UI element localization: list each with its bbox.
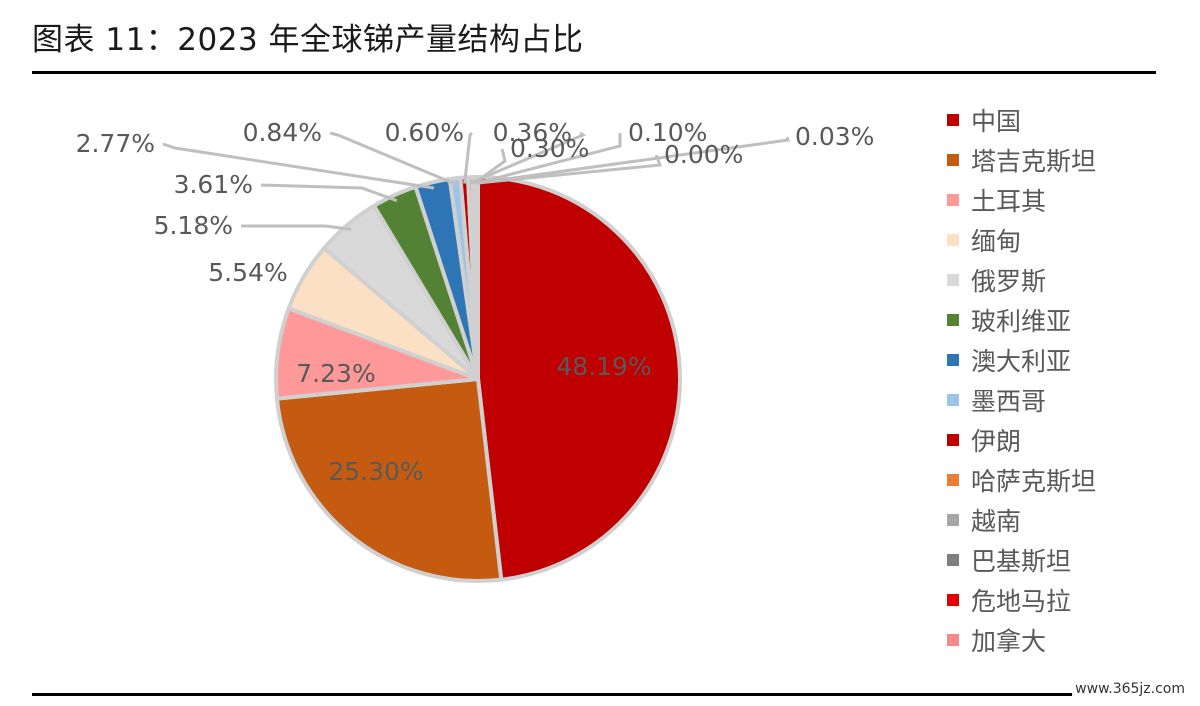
pie-chart: 48.19% 25.30% 7.23% 5.54% 5.18% 3.61% 2.77% 0.8… [76,118,875,583]
legend-swatch-11 [947,554,959,566]
data-label-2: 7.23% [296,359,375,388]
legend-item-8: 伊朗 [947,420,1096,460]
data-labels: 48.19% 25.30% 7.23% 5.54% 5.18% 3.61% 2.77% 0.8… [76,118,875,486]
leader-line-11 [476,133,622,185]
legend-item-3: 缅甸 [947,220,1096,260]
legend-swatch-13 [947,634,959,646]
bottom-rule [32,693,1156,696]
legend-label-13: 加拿大 [971,627,1047,656]
pie-slices [274,174,683,583]
legend-swatch-2 [947,194,959,206]
legend-item-2: 土耳其 [947,180,1096,220]
data-label-6: 2.77% [76,129,155,158]
data-label-10: 0.30% [510,134,589,163]
legend-label-5: 玻利维亚 [971,307,1072,336]
legend-label-2: 土耳其 [971,187,1047,216]
data-label-1: 25.30% [328,457,423,486]
legend-item-13: 加拿大 [947,620,1096,660]
legend-swatch-1 [947,154,959,166]
leader-line-13 [477,136,790,185]
legend-swatch-3 [947,234,959,246]
legend-item-4: 俄罗斯 [947,260,1096,300]
legend-item-6: 澳大利亚 [947,340,1096,380]
legend-swatch-9 [947,474,959,486]
leader-line-9 [469,131,587,185]
data-label-4: 5.18% [154,211,233,240]
legend-item-10: 越南 [947,500,1096,540]
legend-swatch-5 [947,314,959,326]
leader-line-7 [329,131,457,186]
legend-swatch-6 [947,354,959,366]
legend-swatch-10 [947,514,959,526]
legend-label-7: 墨西哥 [971,387,1047,416]
leader-line-10 [473,148,507,185]
watermark: www.365jz.com [1072,681,1188,697]
legend: 中国塔吉克斯坦土耳其缅甸俄罗斯玻利维亚澳大利亚墨西哥伊朗哈萨克斯坦越南巴基斯坦危… [947,100,1096,660]
data-label-13: 0.03% [795,122,874,151]
legend-label-10: 越南 [971,507,1022,536]
data-label-3: 5.54% [208,258,287,287]
data-label-7: 0.84% [243,118,322,147]
leader-line-6 [162,142,435,190]
leader-line-5 [260,183,398,203]
leader-line-4 [241,224,352,231]
legend-item-12: 危地马拉 [947,580,1096,620]
legend-swatch-8 [947,434,959,446]
legend-item-11: 巴基斯坦 [947,540,1096,580]
legend-item-1: 塔吉克斯坦 [947,140,1096,180]
legend-label-4: 俄罗斯 [971,267,1047,296]
legend-label-8: 伊朗 [971,427,1022,456]
top-rule [32,71,1156,74]
legend-label-0: 中国 [971,107,1022,136]
legend-item-0: 中国 [947,100,1096,140]
data-label-9: 0.36% [493,118,572,147]
legend-label-1: 塔吉克斯坦 [971,147,1097,176]
data-label-12: 0.00% [664,140,743,169]
legend-item-5: 玻利维亚 [947,300,1096,340]
chart-title: 图表 11：2023 年全球锑产量结构占比 [32,22,584,58]
legend-label-6: 澳大利亚 [971,347,1072,376]
legend-swatch-12 [947,594,959,606]
legend-swatch-0 [947,114,959,126]
data-label-5: 3.61% [174,170,253,199]
legend-item-9: 哈萨克斯坦 [947,460,1096,500]
data-label-8: 0.60% [385,118,464,147]
leader-lines [162,131,790,231]
legend-label-12: 危地马拉 [971,587,1072,616]
pie-slice-0 [476,175,683,582]
legend-item-7: 墨西哥 [947,380,1096,420]
pie-slice-1 [274,377,504,583]
legend-label-11: 巴基斯坦 [971,547,1072,576]
data-label-0: 48.19% [556,352,651,381]
data-label-11: 0.10% [628,118,707,147]
legend-swatch-4 [947,274,959,286]
legend-label-9: 哈萨克斯坦 [971,467,1097,496]
legend-swatch-7 [947,394,959,406]
leader-line-8 [463,131,474,184]
legend-label-3: 缅甸 [971,227,1022,256]
